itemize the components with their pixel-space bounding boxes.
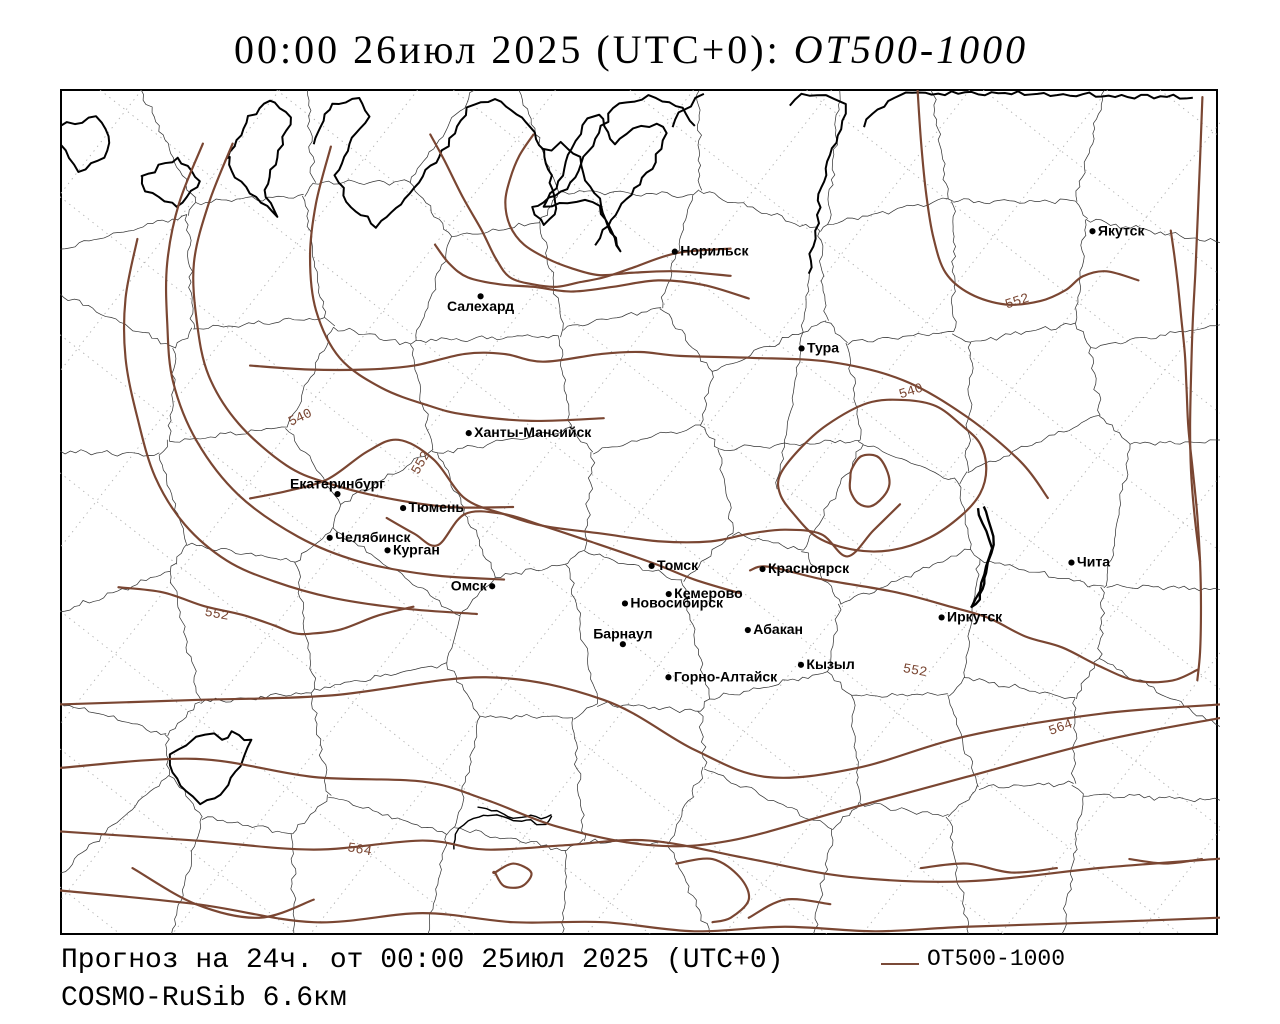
svg-text:Екатеринбург: Екатеринбург [290,476,385,492]
svg-text:Салехард: Салехард [447,298,514,314]
svg-text:Горно-Алтайск: Горно-Алтайск [674,668,778,684]
svg-text:Барнаул: Барнаул [593,626,652,642]
svg-text:Якутск: Якутск [1098,222,1146,238]
svg-text:Чита: Чита [1077,554,1110,570]
svg-text:Тюмень: Тюмень [409,499,465,515]
svg-text:Ханты-Мансийск: Ханты-Мансийск [474,424,592,440]
svg-text:Томск: Томск [657,557,699,573]
svg-text:Кемерово: Кемерово [674,585,743,601]
svg-text:Красноярск: Красноярск [768,560,850,576]
svg-text:552: 552 [1004,292,1032,314]
svg-text:540: 540 [286,407,314,431]
svg-text:540: 540 [897,381,925,403]
svg-text:552: 552 [409,449,434,478]
svg-text:Абакан: Абакан [753,621,803,637]
svg-text:Курган: Курган [393,541,440,557]
svg-text:Норильск: Норильск [680,243,749,259]
svg-text:552: 552 [901,662,928,681]
svg-text:Омск: Омск [451,577,488,593]
svg-text:Кызыл: Кызыл [806,656,854,672]
svg-text:Тура: Тура [807,340,839,356]
svg-text:564: 564 [346,841,373,860]
svg-text:552: 552 [203,606,230,625]
svg-text:Иркутск: Иркутск [947,609,1003,625]
